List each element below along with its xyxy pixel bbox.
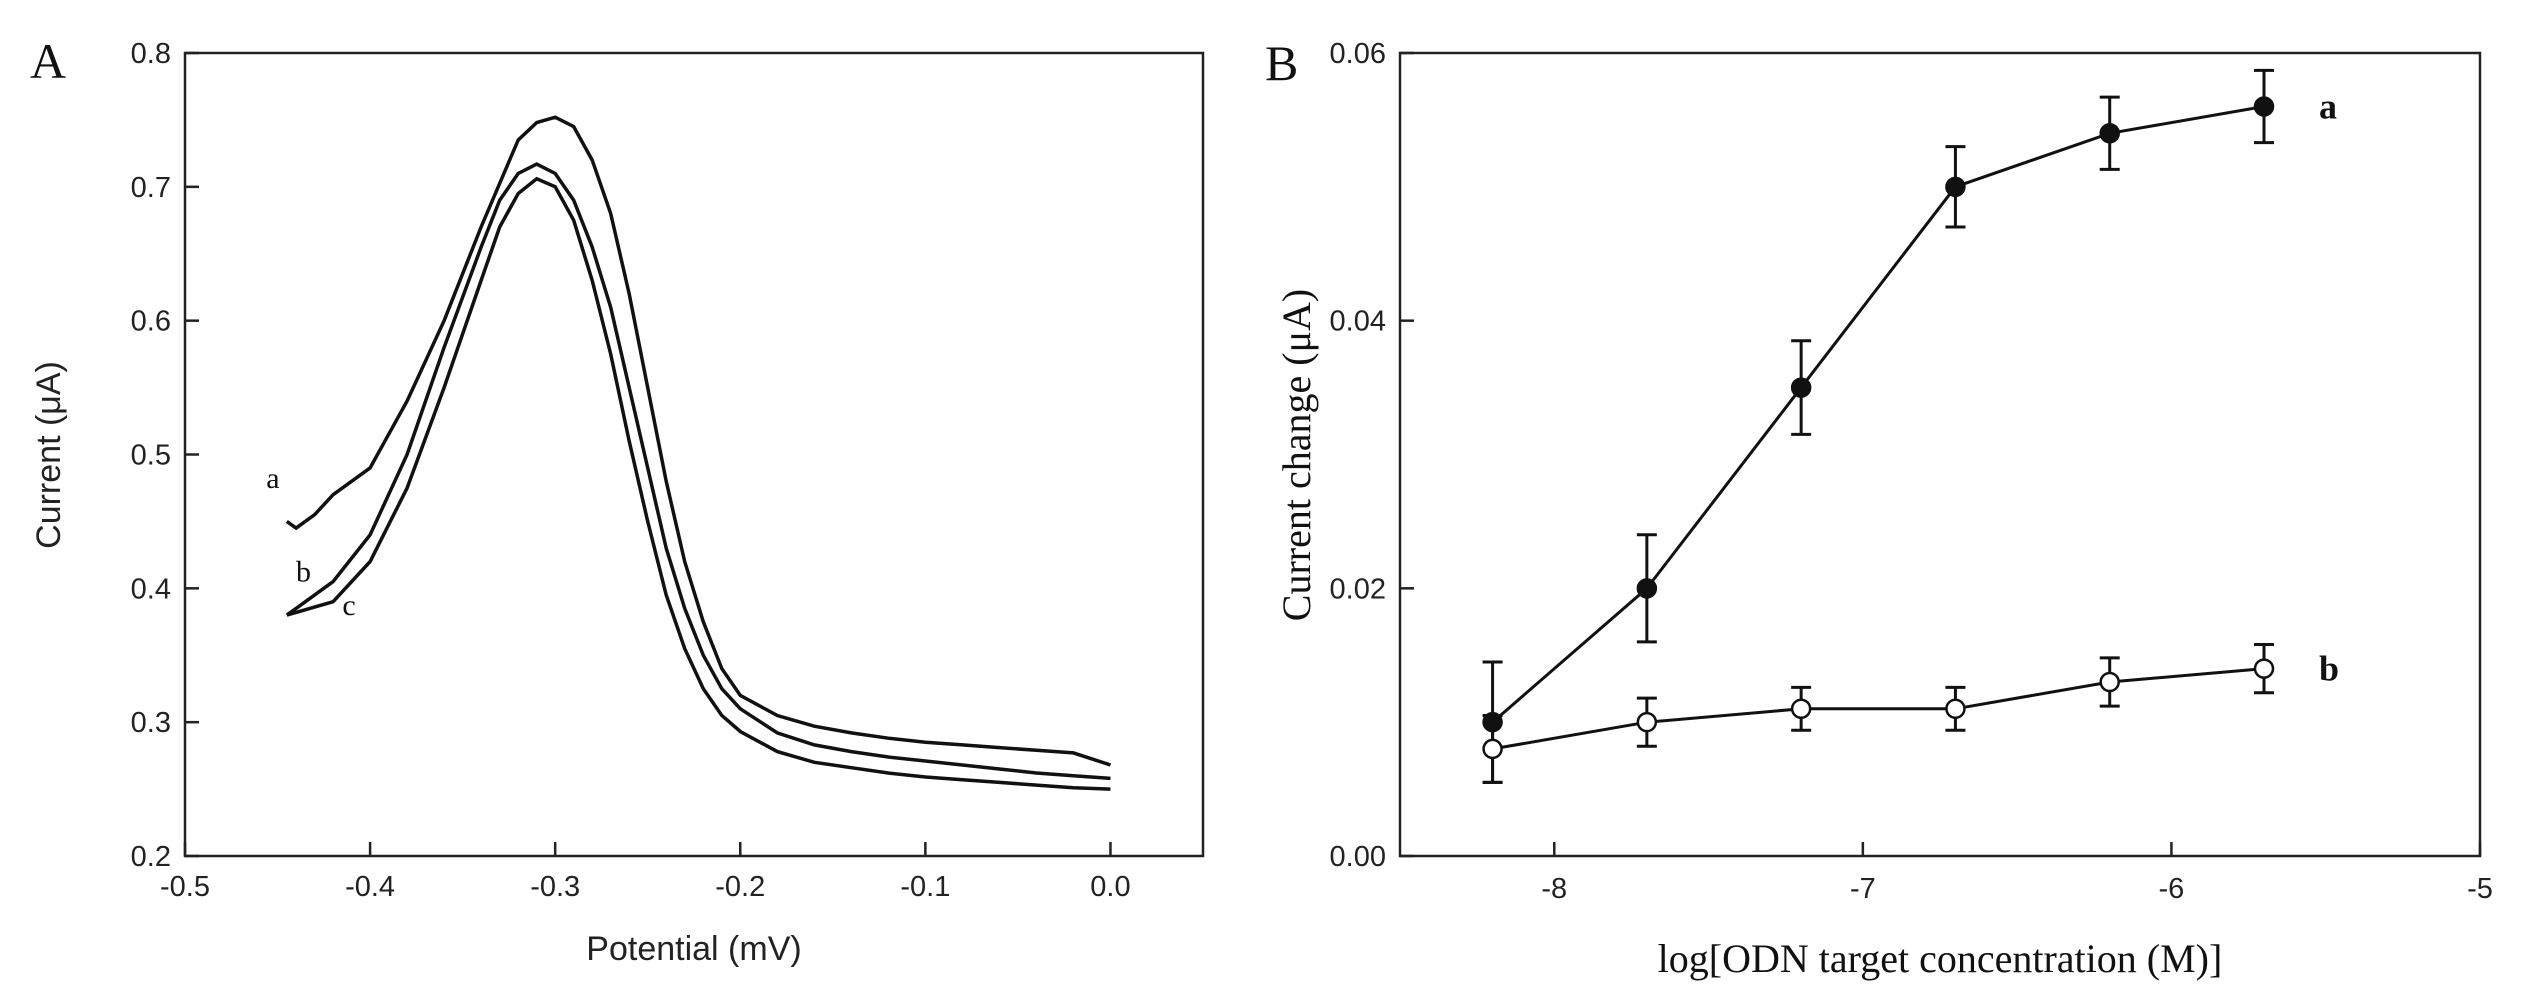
panel-a-ytick-label: 0.2: [131, 841, 171, 873]
panel-b-ylabel: Current change (μA): [1274, 289, 1319, 621]
series-b-point: [1945, 698, 1966, 720]
panel-b-ytick-label: 0.00: [1330, 841, 1386, 873]
series-a-point: [1636, 578, 1658, 599]
panel-b-plot-frame: [1398, 51, 2482, 858]
panel-a-xtick-label: 0.0: [1090, 871, 1130, 903]
panel-a-xlabel: Potential (mV): [586, 930, 801, 968]
panel-b-series: [1482, 68, 2275, 784]
series-a-point: [2099, 123, 2120, 144]
panel-b-label: B: [1265, 35, 1298, 91]
series-label-b: b: [2319, 649, 2339, 689]
panel-b-xtick-label: -8: [1541, 873, 1567, 905]
curve-label-b: b: [296, 556, 311, 589]
panel-a-label: A: [30, 33, 66, 89]
series-a-point: [1790, 377, 1812, 398]
panel-a-ytick-label: 0.4: [131, 573, 171, 605]
series-b-point: [1790, 698, 1812, 720]
panel-b-ytick-label: 0.06: [1330, 38, 1386, 70]
panel-a-xtick-label: -0.5: [160, 871, 210, 903]
curve-c: [286, 176, 1111, 791]
panel-a-ytick-label: 0.8: [131, 38, 171, 70]
panel-b-xtick-label: -7: [1850, 873, 1876, 905]
series-b-point: [1482, 738, 1503, 760]
panel-a-ytick-label: 0.3: [131, 707, 171, 739]
curve-label-c: c: [342, 589, 355, 622]
series-a-point: [2253, 96, 2275, 117]
series-a-line: [1491, 105, 2265, 724]
panel-a-ytick-label: 0.7: [131, 172, 171, 204]
series-b-line: [1492, 667, 2265, 751]
curve-a: [285, 115, 1112, 767]
series-a-point: [1945, 176, 1966, 198]
series-b-point: [1636, 711, 1658, 733]
panel-a-plot-frame: [183, 51, 1205, 858]
series-b-point: [2099, 671, 2120, 693]
panel-b-ytick-label: 0.02: [1330, 573, 1386, 605]
panel-b-xtick-label: -5: [2467, 873, 2493, 905]
panel-a-xtick-label: -0.3: [530, 871, 580, 903]
curve-b: [285, 162, 1111, 781]
panel-a-xtick-label: -0.4: [345, 871, 395, 903]
panel-b-xtick-label: -6: [2159, 873, 2185, 905]
panel-a-ticks: -0.5 -0.4 -0.3 -0.2 -0.1 0.0 0.2 0.3 0.4 0.5 0.6 0.…: [131, 38, 1131, 903]
panel-b: B -8 -7 -6 -5 0.00 0.02 0.04 0.06 a b log[ODN t…: [1265, 35, 2493, 981]
panel-a-ylabel: Current (μA): [30, 361, 68, 549]
panel-b-xlabel: log[ODN target concentration (M)]: [1658, 936, 2223, 981]
series-label-a: a: [2319, 87, 2337, 127]
series-b-point: [2253, 658, 2275, 679]
panel-a: A -0.5 -0.4 -0.3 -0.2 -0.1 0.0 0.2 0.3 0.4 0.5 0.6…: [30, 33, 1205, 968]
panel-a-curves: [285, 115, 1112, 791]
panel-a-ytick-label: 0.6: [131, 306, 171, 338]
panel-a-ytick-label: 0.5: [131, 440, 171, 472]
panel-a-xtick-label: -0.1: [900, 871, 950, 903]
panel-b-ticks: -8 -7 -6 -5 0.00 0.02 0.04 0.06: [1330, 38, 2493, 905]
curve-label-a: a: [266, 462, 279, 495]
panel-b-ytick-label: 0.04: [1330, 306, 1386, 338]
panel-a-xtick-label: -0.2: [715, 871, 765, 903]
